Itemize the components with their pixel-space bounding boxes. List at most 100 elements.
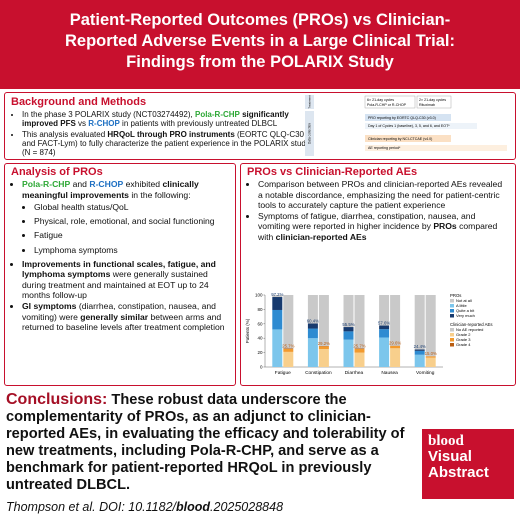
data-label: 15.0%	[425, 351, 437, 356]
bar-segment	[283, 348, 294, 349]
text-run: in patients with previously untreated DL…	[119, 119, 278, 129]
bar-segment	[414, 350, 425, 355]
sub-bullet: Lymphoma symptoms	[34, 245, 229, 255]
bullet-list: Comparison between PROs and clinician-re…	[247, 179, 509, 242]
bar-segment	[390, 345, 401, 349]
bar-segment	[307, 323, 318, 329]
bar-segment	[343, 327, 354, 332]
y-axis-label: Patients (%)	[245, 318, 250, 343]
bar-segment	[379, 295, 390, 326]
bar-segment	[343, 339, 354, 367]
schematic-box	[365, 123, 477, 129]
y-tick-label: 40	[257, 336, 263, 341]
legend-label: A little	[456, 303, 467, 308]
chart: Patients (%) 0 20 40 60 80 100 Fatigue 97.2% 25.7…	[245, 292, 493, 376]
schematic: Treatment Data collection 6× 21-day cycl…	[305, 95, 507, 156]
legend-title: Clinician-reported AEs	[450, 322, 493, 327]
conclusions: blood Visual Abstract Conclusions: These…	[6, 391, 514, 499]
text-run: PROs	[433, 221, 457, 232]
x-tick-label: Constipation	[305, 370, 332, 376]
bar-segment	[354, 348, 365, 349]
bar-segment	[379, 329, 390, 338]
legend-swatch	[450, 309, 454, 313]
bar-segment	[307, 295, 318, 324]
x-tick-label: Fatigue	[275, 370, 291, 376]
bar-segment	[283, 295, 294, 349]
data-label: 25.7%	[353, 343, 365, 348]
text-run: between arms and returned to baseline le…	[22, 311, 225, 332]
schematic-box	[365, 145, 507, 151]
schematic-text: AE reporting period*	[368, 146, 401, 150]
bullet: Symptoms of fatigue, diarrhea, constipat…	[258, 211, 509, 242]
text-run: Pola-R-CHP	[22, 179, 71, 190]
text-run: R-CHOP	[89, 179, 124, 190]
legend-swatch	[450, 314, 454, 318]
sub-bullet: Global health status/QoL	[34, 202, 229, 212]
section-title: PROs vs Clinician-Reported AEs	[247, 166, 418, 178]
y-tick-label: 80	[257, 307, 263, 312]
logo: blood Visual Abstract	[422, 429, 514, 499]
y-tick-label: 100	[255, 293, 263, 298]
bar-segment	[379, 337, 390, 367]
legend-label: Quite a bit	[456, 308, 475, 313]
x-tick-label: Nausea	[381, 370, 398, 376]
bar-segment	[354, 352, 365, 367]
text-run: Symptoms of fatigue, diarrhea, constipat…	[258, 211, 476, 232]
bar-segment	[307, 328, 318, 339]
legend-label: Grade 2	[456, 332, 471, 337]
legend-label: Grade 4	[456, 342, 471, 347]
schematic-box	[364, 95, 416, 109]
text-run: clinically meaningful improvements	[22, 179, 199, 200]
legend-swatch	[450, 304, 454, 308]
text-run: vs	[75, 119, 89, 129]
text-run: compared with	[258, 221, 498, 242]
bar-segment	[272, 309, 283, 330]
bar-segment	[425, 295, 436, 357]
bar-segment	[390, 295, 401, 346]
conclusions-label: Conclusions:	[6, 391, 108, 408]
bar-segment	[343, 331, 354, 340]
bullet: In the phase 3 POLARIX study (NCT0327449…	[22, 110, 311, 129]
legend-swatch	[450, 338, 454, 342]
header-title: Patient-Reported Outcomes (PROs) vs Clin…	[0, 0, 520, 89]
y-tick-label: 60	[257, 321, 263, 326]
bar-segment	[283, 351, 294, 367]
citation-text: Thompson et al. DOI: 10.1182/	[6, 500, 177, 514]
bar-segment	[425, 356, 436, 358]
data-label: 29.2%	[318, 341, 330, 346]
citation-journal: blood	[176, 500, 211, 514]
legend-title: PROs	[450, 293, 461, 298]
bar-segment	[414, 295, 425, 350]
bar-segment	[272, 295, 283, 298]
citation: Thompson et al. DOI: 10.1182/blood.20250…	[6, 500, 283, 514]
x-tick-label: Diarrhea	[345, 370, 364, 376]
citation-text: .2025028848	[210, 500, 284, 514]
sub-bullet: Physical, role, emotional, and social fu…	[34, 216, 229, 226]
schematic-text: PRO reporting by EORTC QLQ-C30 (v3.0)	[368, 116, 436, 120]
bar-segment	[318, 346, 329, 349]
schematic-text: Pola-R-CHP or R-CHOP	[367, 103, 407, 107]
text-run: R-CHOP	[88, 119, 120, 129]
bar-segment	[379, 325, 390, 330]
schematic-box	[365, 114, 451, 121]
legend-label: Very much	[456, 313, 475, 318]
text-run: (EORTC QLQ-C30 and FACT-Lym) to fully ch…	[22, 129, 310, 158]
legend-swatch	[450, 299, 454, 303]
bullet-list: In the phase 3 POLARIX study (NCT0327449…	[11, 110, 311, 157]
text-run: This analysis evaluated	[22, 129, 108, 139]
text-run: in the following:	[128, 189, 191, 200]
bar-segment	[343, 295, 354, 328]
text-run: were generally sustained during treatmen…	[22, 269, 209, 300]
bar-segment	[283, 349, 294, 352]
analysis-box: Analysis of PROs Pola-R-CHP and R-CHOP e…	[4, 163, 236, 386]
legend-swatch	[450, 328, 454, 332]
y-tick-label: 0	[260, 365, 263, 370]
text-run: clinician-reported AEs	[275, 231, 367, 242]
logo-brand: blood	[428, 433, 464, 449]
data-label: 60.4%	[307, 318, 319, 323]
schematic-text: Clinician reporting by NCI-CTCAE (v4.0)	[368, 137, 432, 141]
schematic-box	[365, 135, 451, 142]
strip	[305, 95, 314, 109]
bar-segment	[414, 349, 425, 351]
section-title: Analysis of PROs	[11, 166, 103, 178]
